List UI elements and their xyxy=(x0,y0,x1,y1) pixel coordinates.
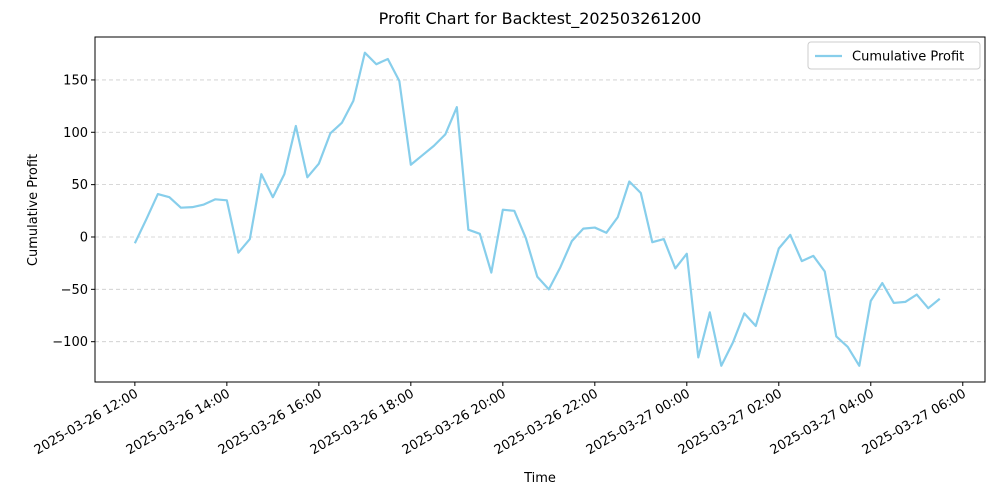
legend-box xyxy=(807,41,981,70)
y-tick-label: −50 xyxy=(61,283,88,298)
legend-label: Cumulative Profit xyxy=(852,50,964,65)
y-tick-label: 100 xyxy=(63,126,88,141)
y-tick-label: −100 xyxy=(52,335,88,350)
y-tick-label: 0 xyxy=(80,230,88,245)
line-series xyxy=(133,51,941,367)
x-axis-label: Time xyxy=(523,471,556,486)
chart-title: Profit Chart for Backtest_202503261200 xyxy=(379,9,702,29)
y-tick-label: 150 xyxy=(63,73,88,88)
y-tick-label: 50 xyxy=(71,178,88,193)
y-axis-label: Cumulative Profit xyxy=(26,154,41,266)
plot-frame xyxy=(94,36,986,383)
